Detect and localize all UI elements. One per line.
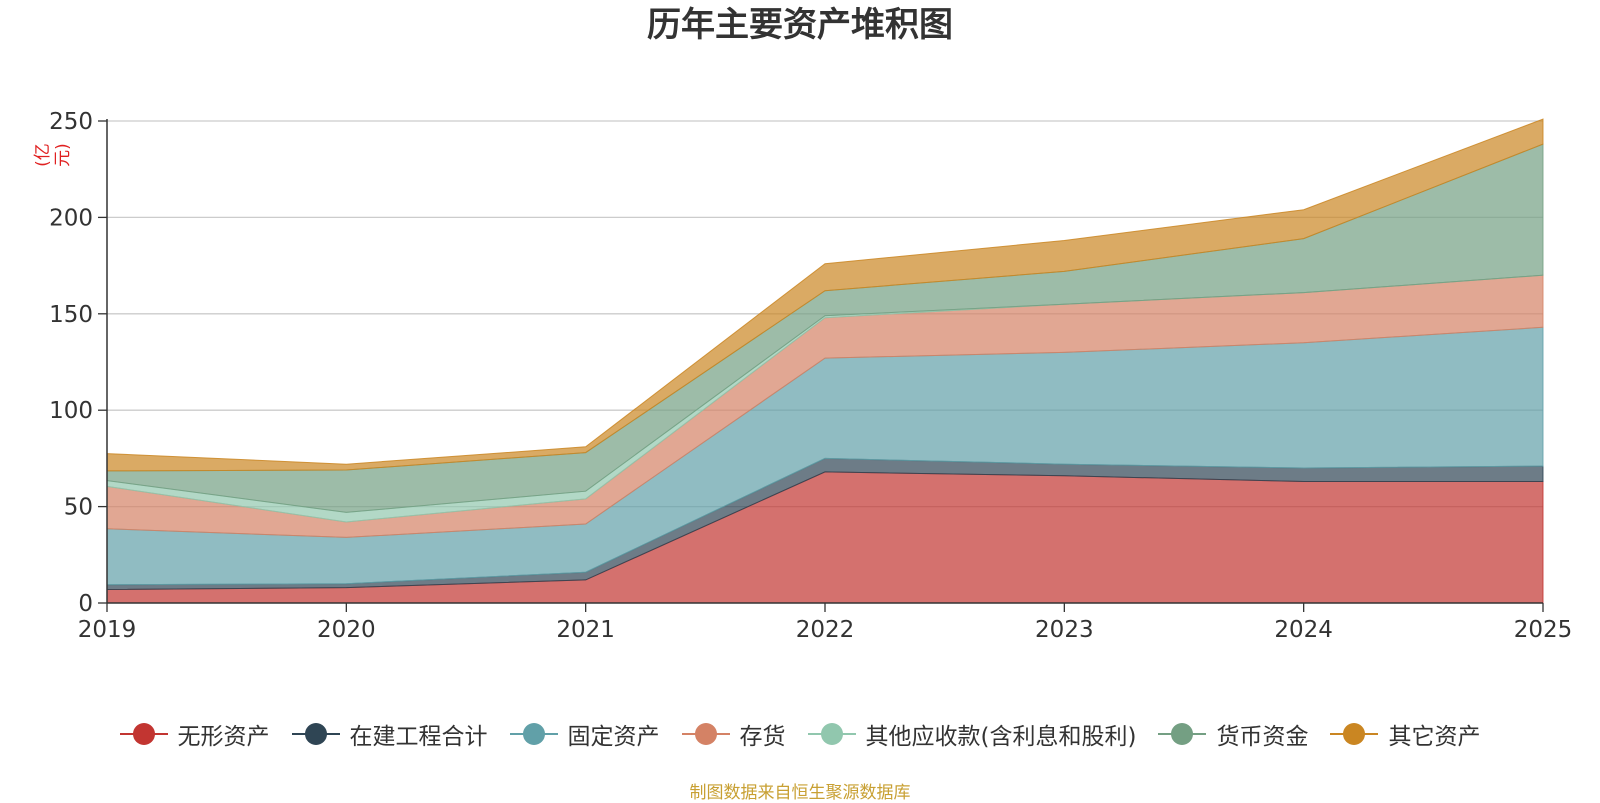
area-series <box>106 118 1544 604</box>
x-tick-label: 2022 <box>796 617 855 643</box>
legend-label: 存货 <box>739 724 786 750</box>
area-series-6[interactable] <box>106 118 1544 472</box>
legend-item[interactable]: 货币资金 <box>1158 717 1308 751</box>
legend-label: 货币资金 <box>1216 724 1309 750</box>
y-tick-label: 250 <box>49 109 93 135</box>
y-tick-label: 200 <box>49 205 93 231</box>
y-tick-label: 150 <box>49 302 93 328</box>
legend-label: 固定资产 <box>567 724 660 750</box>
legend-item[interactable]: 在建工程合计 <box>291 717 488 751</box>
y-tick-label: 100 <box>49 398 93 424</box>
legend-marker-icon <box>1158 722 1207 746</box>
x-tick-label: 2024 <box>1274 617 1333 643</box>
y-tick-label: 50 <box>64 495 93 521</box>
legend-marker-icon <box>509 722 558 746</box>
legend-marker-icon <box>1330 722 1379 746</box>
legend-item[interactable]: 无形资产 <box>119 717 270 751</box>
legend-label: 在建工程合计 <box>349 724 488 750</box>
legend-marker-icon <box>119 722 168 746</box>
x-tick-label: 2020 <box>317 617 376 643</box>
y-tick-label: 0 <box>78 591 93 617</box>
x-tick-label: 2025 <box>1514 617 1573 643</box>
x-tick-label: 2021 <box>556 617 615 643</box>
legend-item[interactable]: 其它资产 <box>1330 717 1480 751</box>
legend-marker-icon <box>291 722 340 746</box>
data-source-note: 制图数据来自恒生聚源数据库 <box>689 783 911 803</box>
x-tick-label: 2023 <box>1035 617 1094 643</box>
legend-label: 其它资产 <box>1388 724 1481 750</box>
legend-item[interactable]: 固定资产 <box>509 717 660 751</box>
legend-item[interactable]: 其他应收款(含利息和股利) <box>807 717 1137 751</box>
legend-item[interactable]: 存货 <box>681 717 786 751</box>
chart-title: 历年主要资产堆积图 <box>647 5 953 45</box>
x-tick-label: 2019 <box>78 617 137 643</box>
legend-label: 其他应收款(含利息和股利) <box>865 724 1137 750</box>
legend-label: 无形资产 <box>177 724 270 750</box>
legend-marker-icon <box>681 722 730 746</box>
legend-marker-icon <box>807 722 856 746</box>
axes: 0 50 100 150 200 250 2019 2020 2021 2022 2023 2024 2… <box>49 109 1572 643</box>
legend: 无形资产 在建工程合计 固定资产 存货 其他应收款(含利息和股利) 货币资金 其它资产 <box>0 716 1600 752</box>
